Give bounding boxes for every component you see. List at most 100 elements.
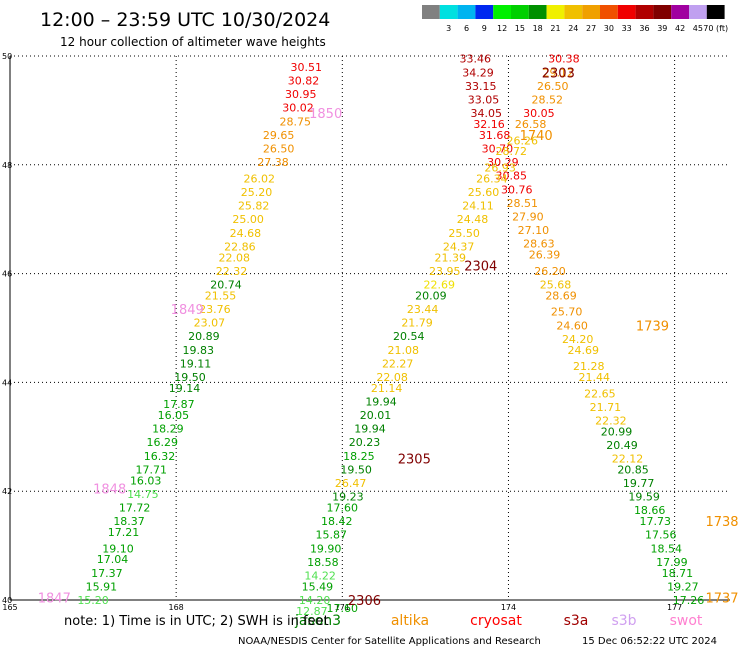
- wave-height-point: 22.65: [584, 387, 616, 400]
- wave-height-point: 15.49: [302, 580, 334, 593]
- chart-subtitle: 12 hour collection of altimeter wave hei…: [60, 35, 326, 49]
- wave-height-point: 30.82: [288, 74, 320, 87]
- legend-label-5: 15: [515, 24, 525, 33]
- wave-height-point: 18.66: [634, 504, 666, 517]
- wave-height-point: 26.58: [515, 118, 547, 131]
- x-tick-label: 177: [667, 603, 682, 612]
- wave-height-point: 30.70: [482, 142, 514, 155]
- wave-height-point: 25.00: [232, 213, 264, 226]
- legend-label-11: 33: [622, 24, 632, 33]
- wave-height-point: 34.29: [462, 66, 494, 79]
- x-tick-label: 168: [169, 603, 184, 612]
- x-tick-label: 174: [501, 603, 516, 612]
- x-tick-label: 171: [335, 603, 350, 612]
- wave-height-point: 26.20: [534, 265, 566, 278]
- wave-height-point: 17.71: [135, 463, 167, 476]
- y-tick-label: 50: [2, 52, 12, 61]
- wave-height-point: 15.20: [77, 594, 109, 607]
- wave-height-point: 12.87: [296, 605, 328, 618]
- wave-height-point: 30.29: [487, 156, 519, 169]
- wave-height-point: 20.74: [210, 278, 242, 291]
- legend-label-13: 39: [657, 24, 667, 33]
- wave-height-point: 16.05: [158, 409, 190, 422]
- wave-height-point: 21.71: [590, 401, 622, 414]
- legend-swatch-2: [457, 5, 476, 19]
- plot-area: 165 168 171 174 17740424446485030.5130.8230.…: [2, 52, 739, 618]
- wave-height-point: 30.85: [495, 170, 527, 183]
- wave-height-point: 18.25: [343, 450, 375, 463]
- legend-swatch-15: [689, 5, 707, 19]
- wave-height-point: 25.70: [551, 306, 583, 319]
- wave-height-point: 23.95: [429, 265, 461, 278]
- wave-height-point: 22.27: [382, 357, 414, 370]
- wave-height-point: 32.16: [473, 118, 505, 131]
- wave-height-point: 17.21: [108, 526, 140, 539]
- wave-height-point: 16.32: [144, 450, 176, 463]
- legend-swatch-14: [671, 5, 689, 19]
- wave-height-point: 29.12: [543, 66, 575, 79]
- wave-height-point: 30.95: [285, 88, 317, 101]
- wave-height-point: 19.14: [169, 382, 201, 395]
- wave-height-point: 17.60: [327, 602, 359, 615]
- wave-height-point: 14.22: [304, 570, 336, 583]
- wave-height-point: 16.03: [130, 474, 162, 487]
- wave-height-point: 33.05: [468, 94, 500, 107]
- legend-label-2: 6: [464, 24, 469, 33]
- wave-height-point: 17.60: [327, 502, 359, 515]
- wave-height-point: 17.04: [97, 553, 129, 566]
- wave-height-point: 27.90: [512, 210, 544, 223]
- wave-height-point: 34.05: [471, 107, 503, 120]
- wave-height-point: 19.50: [174, 371, 206, 384]
- wave-height-point: 33.46: [459, 53, 491, 66]
- legend-label-15: 45: [693, 24, 703, 33]
- wave-height-point: 28.63: [523, 238, 555, 251]
- y-tick-label: 40: [2, 596, 12, 605]
- wave-height-point: 20.89: [188, 330, 220, 343]
- pass-time-label: 1739: [636, 319, 669, 334]
- wave-height-point: 24.60: [556, 319, 588, 332]
- wave-height-point: 20.54: [393, 330, 425, 343]
- wave-height-point: 28.69: [545, 289, 577, 302]
- wave-height-point: 25.68: [540, 278, 572, 291]
- pass-time-label: 2303: [542, 66, 575, 81]
- wave-height-point: 24.48: [457, 213, 489, 226]
- wave-height-point: 19.50: [340, 463, 372, 476]
- wave-height-point: 17.99: [656, 556, 688, 569]
- legend-swatch-11: [617, 5, 636, 19]
- wave-height-point: 21.79: [401, 317, 433, 330]
- wave-height-point: 19.77: [623, 477, 655, 490]
- wave-height-point: 17.87: [163, 398, 195, 411]
- wave-height-point: 27.38: [257, 156, 289, 169]
- wave-height-point: 26.34: [476, 172, 508, 185]
- legend-label-1: 3: [446, 24, 451, 33]
- legend-swatch-16: [706, 5, 725, 19]
- wave-height-point: 17.73: [639, 515, 671, 528]
- wave-height-point: 20.85: [617, 463, 649, 476]
- wave-height-point: 20.49: [606, 439, 638, 452]
- pass-time-label: 2304: [464, 259, 497, 274]
- pass-time-label: 2306: [348, 594, 381, 609]
- wave-height-point: 29.65: [263, 129, 295, 142]
- wave-height-point: 19.10: [102, 542, 134, 555]
- wave-height-point: 26.93: [484, 162, 516, 175]
- wave-height-point: 22.32: [216, 265, 248, 278]
- wave-height-point: 19.83: [183, 344, 215, 357]
- legend-label-16: 70 (ft): [703, 24, 728, 33]
- satellite-cryosat: cryosat: [470, 613, 522, 629]
- legend-swatch-5: [511, 5, 529, 19]
- wave-height-point: 19.11: [180, 357, 212, 370]
- satellite-s3b: s3b: [611, 613, 636, 629]
- wave-height-point: 28.52: [531, 94, 563, 107]
- color-legend: 3 6 9 12 15 18 21 24 27 30 33 36 39 42 45 70 (ft): [422, 5, 728, 33]
- legend-swatch-13: [653, 5, 672, 19]
- wave-height-point: 33.15: [465, 80, 497, 93]
- satellite-s3a: s3a: [564, 613, 589, 629]
- wave-height-point: 23.44: [407, 303, 439, 316]
- wave-height-point: 26.39: [529, 249, 561, 262]
- wave-height-point: 23.76: [199, 303, 231, 316]
- wave-height-point: 22.86: [224, 240, 256, 253]
- legend-label-10: 30: [604, 24, 614, 33]
- wave-height-point: 18.58: [307, 556, 339, 569]
- wave-height-point: 18.29: [152, 423, 184, 436]
